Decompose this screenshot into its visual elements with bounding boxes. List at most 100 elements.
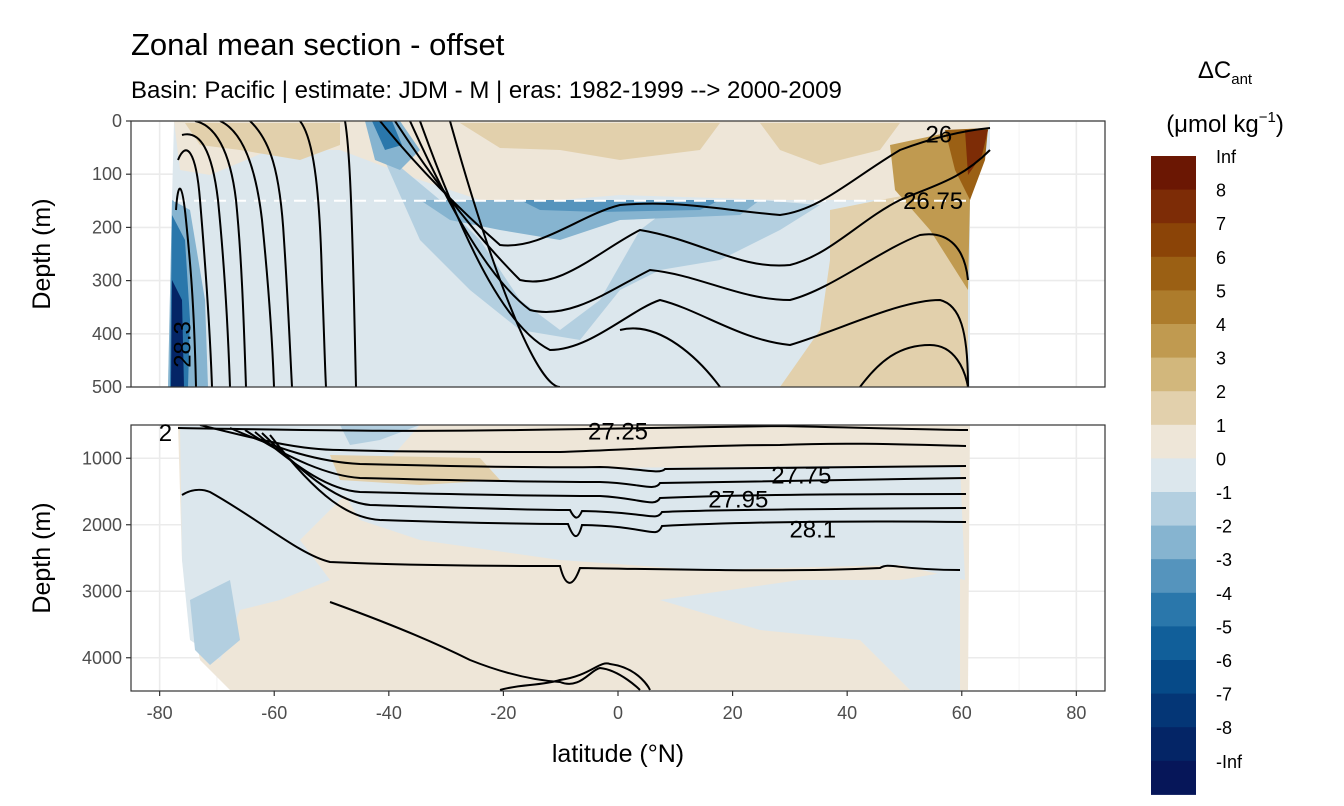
legend-tick-label: 7 [1216, 214, 1226, 234]
legend-tick-label: 2 [1216, 382, 1226, 402]
upper-field-cool-band [380, 150, 820, 340]
upper-contour-6 [249, 121, 293, 387]
contour-label: 28.3 [170, 321, 197, 368]
lower-field-deep-warm [420, 655, 760, 690]
legend-swatch [1151, 693, 1196, 728]
legend-swatch [1151, 760, 1196, 795]
y-tick-label: 2000 [82, 515, 122, 535]
upper-contour-13 [449, 121, 561, 387]
legend-labels: Inf 8 7 6 5 4 3 2 1 0 -1 -2 -3 -4 -5 -6 -7 -8 -Inf [1216, 147, 1243, 772]
legend-tick-label: -6 [1216, 651, 1232, 671]
upper-contour-3 [181, 133, 231, 387]
lower-field-cool-east [660, 570, 960, 690]
y-axis-title-lower: Depth (m) [28, 502, 56, 613]
legend-tick-label: -Inf [1216, 752, 1243, 772]
upper-contour-14 [619, 327, 721, 387]
lower-contour-4 [244, 429, 967, 488]
legend-unit: (μmol kg−1) [1166, 109, 1284, 138]
legend-swatch [1151, 189, 1196, 224]
legend-title: ΔCant [1198, 57, 1253, 88]
lower-panel-fill [178, 425, 970, 690]
legend-tick-label: 3 [1216, 349, 1226, 369]
x-tick-label: -60 [261, 703, 287, 723]
y-tick-label: 500 [92, 377, 122, 397]
x-tick-label: -20 [490, 703, 516, 723]
upper-contour-8 [344, 121, 357, 387]
y-tick-label: 100 [92, 164, 122, 184]
legend-tick-label: 0 [1216, 449, 1226, 469]
legend-swatch [1151, 256, 1196, 291]
upper-field-south-deep [171, 280, 184, 387]
legend-swatch [1151, 458, 1196, 493]
upper-field-tan-patch-3 [760, 123, 900, 165]
legend-tick-label: -8 [1216, 718, 1232, 738]
legend-tick-label: -7 [1216, 685, 1232, 705]
upper-contour-15 [859, 343, 969, 387]
legend-swatch [1151, 592, 1196, 627]
legend-unit-superscript: −1 [1259, 109, 1276, 126]
legend-tick-label: 5 [1216, 281, 1226, 301]
legend-title-main: ΔC [1198, 57, 1231, 84]
legend-swatch [1151, 626, 1196, 661]
legend-tick-label: -5 [1216, 617, 1232, 637]
upper-contour-9 [379, 121, 991, 247]
legend-swatch [1151, 660, 1196, 695]
legend-swatch [1151, 156, 1196, 191]
lower-contour-2 [199, 425, 967, 454]
legend-swatch [1151, 223, 1196, 258]
x-tick-label: -40 [376, 703, 402, 723]
upper-field-dark-brown-patch [965, 130, 988, 175]
x-axis: -80 -60 -40 -20 0 20 40 60 80 [147, 691, 1086, 723]
x-tick-label: 0 [613, 703, 623, 723]
y-tick-label: 200 [92, 217, 122, 237]
upper-contour-5 [219, 121, 275, 387]
legend-colorbar [1151, 156, 1196, 795]
legend-title-subscript: ant [1231, 71, 1253, 88]
legend: ΔCant (μmol kg−1) Inf 8 7 6 5 4 3 2 1 0 -1 -2 -3 -4 -5… [1151, 57, 1284, 795]
legend-tick-label: -2 [1216, 517, 1232, 537]
legend-swatch [1151, 727, 1196, 762]
upper-panel: 0 100 200 300 400 500 [92, 111, 1106, 397]
lower-y-axis: 1000 2000 3000 4000 [82, 448, 131, 668]
legend-swatch [1151, 290, 1196, 325]
legend-tick-label: Inf [1216, 147, 1237, 167]
legend-swatch [1151, 391, 1196, 426]
lower-panel: 1000 2000 3000 4000 [82, 424, 1106, 692]
y-tick-label: 400 [92, 324, 122, 344]
upper-contour-1 [175, 187, 197, 387]
lower-panel-contours [177, 425, 969, 691]
x-tick-label: -80 [147, 703, 173, 723]
legend-tick-label: -1 [1216, 483, 1232, 503]
y-tick-label: 1000 [82, 448, 122, 468]
contour-label: 27.75 [771, 463, 831, 490]
chart-title: Zonal mean section - offset [131, 27, 505, 62]
upper-panel-contours [175, 121, 991, 387]
legend-tick-label: 6 [1216, 248, 1226, 268]
legend-tick-label: 8 [1216, 181, 1226, 201]
legend-tick-label: -4 [1216, 584, 1232, 604]
y-tick-label: 3000 [82, 581, 122, 601]
y-axis-title-upper: Depth (m) [28, 198, 56, 309]
upper-field-tan-patch-1 [185, 123, 340, 160]
legend-swatch [1151, 559, 1196, 594]
legend-unit-close: ) [1276, 111, 1284, 138]
contour-label: 2 [159, 420, 172, 447]
upper-contour-4 [194, 121, 247, 387]
upper-field-tan-patch-2 [460, 123, 720, 160]
contour-label: 26.75 [903, 188, 963, 215]
contour-label: 26 [925, 121, 952, 148]
legend-tick-label: 1 [1216, 416, 1226, 436]
chart-subtitle: Basin: Pacific | estimate: JDM - M | era… [131, 77, 842, 104]
legend-swatch [1151, 424, 1196, 459]
lower-contour-8 [181, 488, 961, 584]
upper-contour-7 [299, 121, 327, 387]
contour-label: 28.1 [789, 516, 836, 543]
legend-swatch [1151, 357, 1196, 392]
upper-field-tan-patch-4 [780, 190, 968, 387]
upper-contour-11 [409, 121, 969, 313]
legend-unit-text: (μmol kg [1166, 111, 1259, 138]
legend-tick-label: -3 [1216, 550, 1232, 570]
upper-contour-12 [419, 121, 969, 387]
